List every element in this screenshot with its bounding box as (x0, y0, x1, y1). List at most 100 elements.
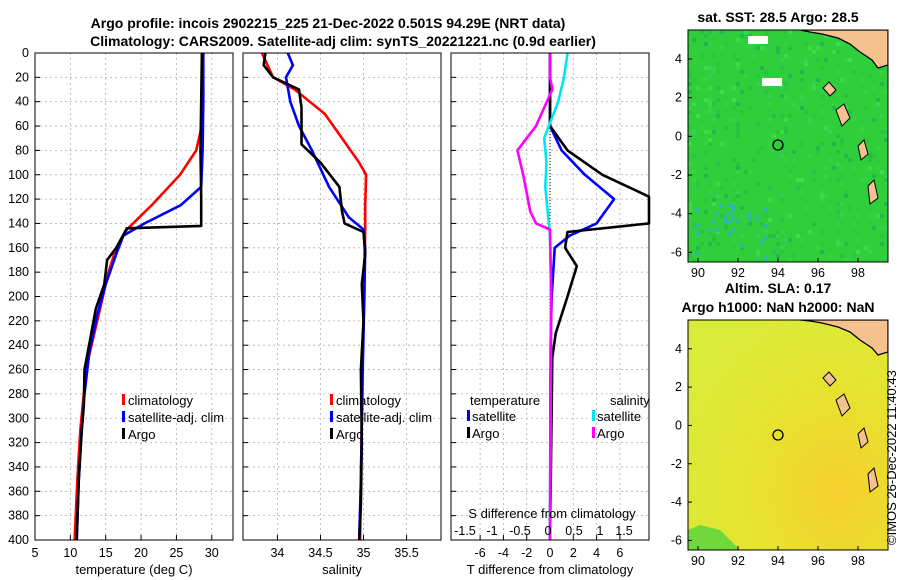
series-line-argo (262, 52, 367, 541)
x-axis-label-2: S difference from climatology (468, 506, 636, 521)
legend-item: climatology (336, 393, 402, 408)
legend-item: satellite (597, 409, 641, 424)
legend-swatch (467, 410, 470, 421)
legend-swatch (592, 427, 595, 438)
legend-swatch (330, 428, 333, 439)
series-line-s-argo (516, 53, 554, 541)
legend-item: satellite-adj. clim (336, 410, 432, 425)
y-tick-label: 200 (8, 290, 29, 304)
sla-map-frame (687, 319, 889, 551)
x-tick-label: 5 (32, 546, 39, 560)
series-line-satellite-adj-clim (284, 52, 367, 541)
map-x-tick-label: 94 (771, 266, 785, 280)
y-tick-label: 300 (8, 411, 29, 425)
legend-swatch (122, 411, 125, 422)
sst-map-title: sat. SST: 28.5 Argo: 28.5 (697, 9, 859, 25)
x-tick-label: 0 (547, 546, 554, 560)
x-tick-label: 15 (99, 546, 113, 560)
sst-map-land (748, 30, 888, 205)
x-tick-label: 20 (134, 546, 148, 560)
map-y-tick-label: -4 (671, 207, 682, 221)
y-tick-label: 120 (8, 192, 29, 206)
x2-tick-label: -1 (486, 524, 497, 538)
map-x-tick-label: 92 (731, 554, 745, 568)
y-tick-label: 280 (8, 387, 29, 401)
x-tick-label: 35.5 (394, 546, 418, 560)
y-tick-label: 180 (8, 265, 29, 279)
legend-header-salinity: salinity (610, 393, 650, 408)
x-tick-label: -2 (521, 546, 532, 560)
y-tick-label: 140 (8, 216, 29, 230)
y-tick-label: 0 (22, 46, 29, 60)
panel-difference: -6 -4 -2 0 2 4 6 T difference from climatology S… (450, 52, 651, 577)
series-line-argo (75, 52, 204, 541)
x-tick-label: -6 (475, 546, 486, 560)
legend-item: satellite-adj. clim (128, 410, 224, 425)
sst-map-frame (687, 29, 889, 263)
map-y-tick-label: -4 (671, 495, 682, 509)
x-axis-label: salinity (322, 562, 362, 577)
map-y-tick-label: 4 (675, 52, 682, 66)
x2-tick-label: 0 (545, 524, 552, 538)
map-y-tick-label: 0 (675, 418, 682, 432)
panel-frame (242, 52, 442, 541)
legend-item: satellite (472, 409, 516, 424)
map-y-tick-label: -2 (671, 168, 682, 182)
legend-swatch (330, 411, 333, 422)
x-tick-label: 2 (570, 546, 577, 560)
x-tick-label: 10 (63, 546, 77, 560)
x-tick-label: 35 (357, 546, 371, 560)
sla-map-land (688, 320, 888, 550)
x2-tick-label: -1.5 (454, 524, 476, 538)
x-axis-label: temperature (deg C) (75, 562, 192, 577)
series-line-climatology (73, 52, 205, 541)
legend-swatch (330, 394, 333, 405)
sla-map-background (688, 320, 888, 550)
map-x-tick-label: 90 (691, 554, 705, 568)
map-x-tick-label: 98 (851, 266, 865, 280)
sst-argo-marker (772, 139, 784, 151)
panel-temperature: 5 10 15 20 25 3002040608010012014016018020022… (8, 46, 234, 577)
figure-title-line2: Climatology: CARS2009. Satellite-adj cli… (90, 33, 596, 49)
map-y-tick-label: -2 (671, 457, 682, 471)
map-y-tick-label: 2 (675, 91, 682, 105)
map-x-tick-label: 90 (691, 266, 705, 280)
y-tick-label: 240 (8, 338, 29, 352)
sla-argo-marker (772, 429, 784, 441)
profile-panels: 5 10 15 20 25 3002040608010012014016018020022… (8, 46, 651, 577)
y-tick-label: 360 (8, 484, 29, 498)
x-tick-label: 25 (169, 546, 183, 560)
legend-item: Argo (336, 427, 363, 442)
map-x-tick-label: 98 (851, 554, 865, 568)
sla-map-panel: Altim. SLA: 0.17 Argo h1000: NaN h2000: … (671, 280, 889, 568)
y-tick-label: 260 (8, 363, 29, 377)
x-tick-label: 30 (205, 546, 219, 560)
map-y-tick-label: -6 (671, 245, 682, 259)
legend-item: Argo (597, 426, 624, 441)
x-tick-label: 34 (270, 546, 284, 560)
y-tick-label: 80 (15, 143, 29, 157)
y-tick-label: 400 (8, 533, 29, 547)
y-tick-label: 320 (8, 436, 29, 450)
x-axis-label: T difference from climatology (467, 562, 634, 577)
x-tick-label: 6 (616, 546, 623, 560)
legend-swatch (122, 428, 125, 439)
y-tick-label: 160 (8, 241, 29, 255)
map-x-tick-label: 96 (811, 554, 825, 568)
y-tick-label: 40 (15, 95, 29, 109)
x2-tick-label: 0.5 (565, 524, 582, 538)
sst-map-field (688, 30, 888, 262)
map-y-tick-label: 0 (675, 129, 682, 143)
sst-map-panel: sat. SST: 28.5 Argo: 28.5 90 92 94 96 98 4 2 0 -… (671, 9, 889, 280)
map-y-tick-label: 2 (675, 380, 682, 394)
x-tick-label: 34.5 (308, 546, 332, 560)
legend-swatch (122, 394, 125, 405)
y-tick-label: 220 (8, 314, 29, 328)
map-y-tick-label: -6 (671, 533, 682, 547)
panel-salinity: 34 34.5 35 35.5 salinity climatology satellite… (242, 52, 442, 577)
legend-item: Argo (128, 427, 155, 442)
y-tick-label: 340 (8, 460, 29, 474)
map-y-tick-label: 4 (675, 342, 682, 356)
y-tick-label: 100 (8, 168, 29, 182)
legend-item: climatology (128, 393, 194, 408)
